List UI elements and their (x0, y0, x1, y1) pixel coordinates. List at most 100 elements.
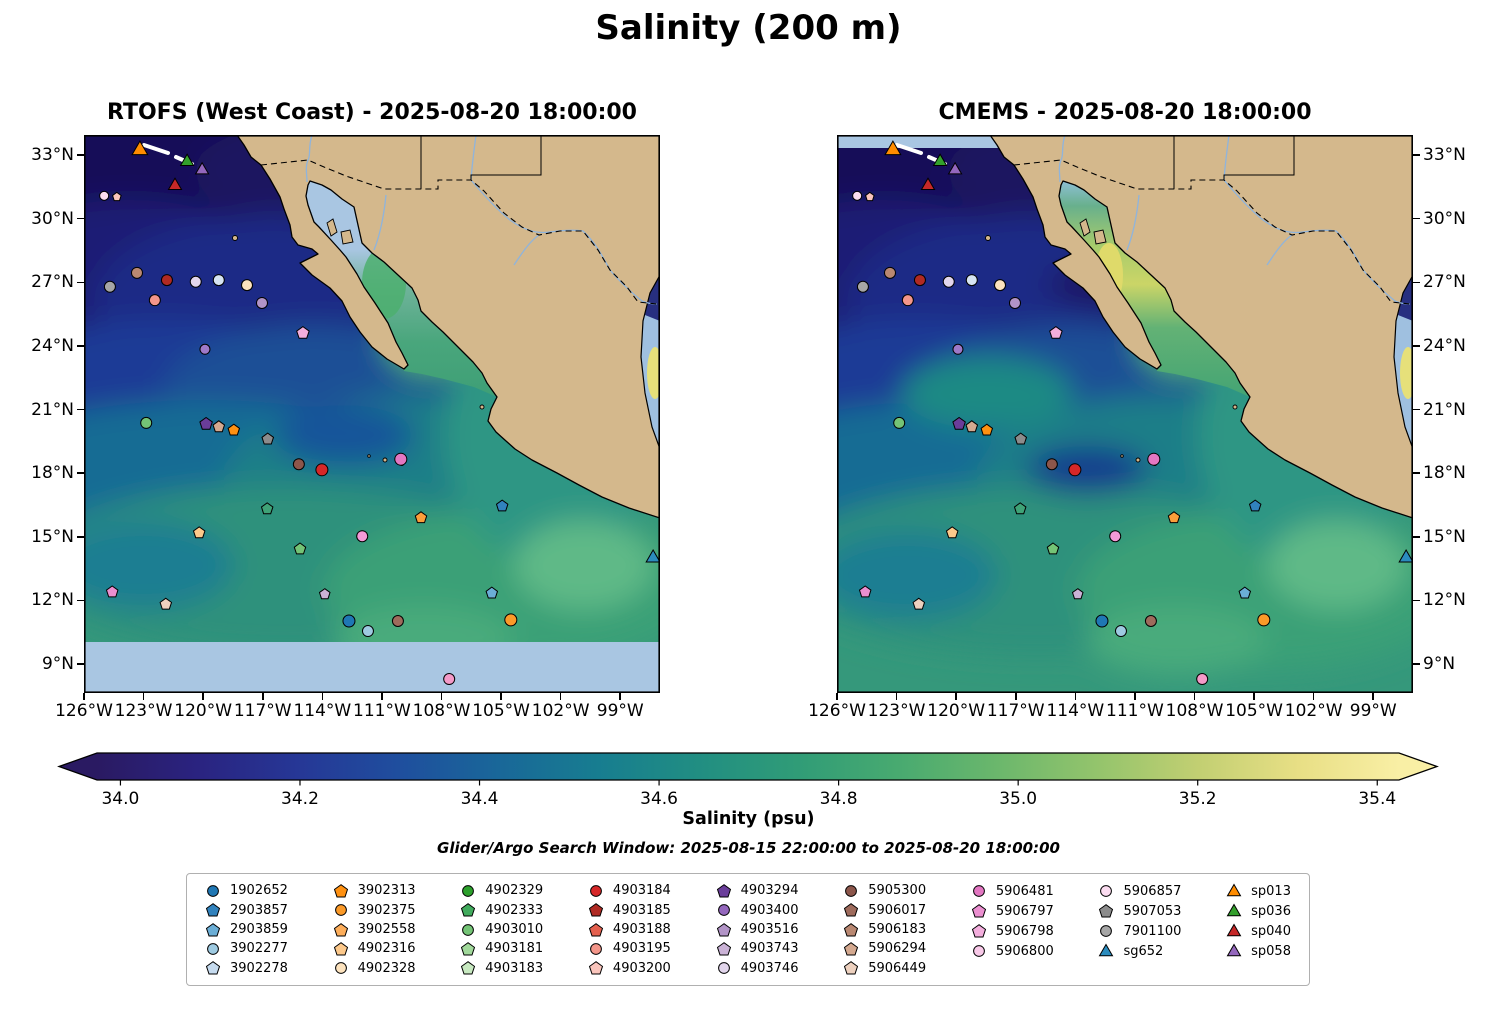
legend-entry-5906800: 5906800 (971, 941, 1054, 961)
tick-mark (619, 693, 622, 700)
legend-entry-label: 5906800 (995, 943, 1054, 959)
legend-entry-label: sp058 (1251, 943, 1291, 959)
legend-column: 5906481 5906797 5906798 5906800 (971, 881, 1054, 978)
float-marker-5906017 (1144, 615, 1157, 628)
float-marker-4903200 (865, 191, 875, 202)
x-tick-label: 123°W (867, 701, 926, 721)
float-marker-3902278 (212, 274, 225, 287)
float-marker-sp036 (932, 153, 948, 166)
pentagon-marker-icon (716, 883, 731, 898)
pentagon-marker-icon (844, 961, 859, 975)
y-tick-label: 9°N (1423, 653, 1456, 674)
float-marker-5906481 (394, 452, 408, 466)
tick-mark (1413, 217, 1420, 220)
legend-entry-label: 5906481 (995, 883, 1054, 899)
y-tick-label: 15°N (1423, 526, 1466, 547)
legend-entry-label: 4902328 (357, 960, 416, 976)
pentagon-marker-icon (333, 942, 348, 956)
float-marker-3902278 (965, 274, 978, 287)
pentagon-marker-icon (461, 903, 476, 917)
tick-mark (77, 217, 84, 220)
y-tick-label: 12°N (1423, 590, 1466, 611)
legend-entry-5906449: 5906449 (843, 959, 926, 978)
float-marker-3902277 (361, 625, 374, 638)
x-tick-label: 111°W (1106, 701, 1164, 721)
float-marker-sp040 (920, 177, 936, 190)
panel-title-rtofs: RTOFS (West Coast) - 2025-08-20 18:00:00 (107, 100, 637, 125)
circle-marker-icon (207, 884, 219, 897)
float-marker-4903294 (199, 416, 213, 430)
x-tick-label: 99°W (596, 701, 644, 721)
float-marker-4903185 (913, 274, 926, 287)
tick-mark (1413, 154, 1420, 156)
circle-marker-icon (590, 943, 602, 955)
float-marker-5907053 (261, 432, 275, 445)
float-marker-4902316 (945, 526, 959, 539)
float-marker-sp058 (194, 161, 210, 175)
float-marker-4903184 (315, 463, 329, 477)
y-tick-label: 18°N (1423, 463, 1466, 484)
legend-column: sp013 sp036 sp040 sp058 (1226, 881, 1291, 978)
y-tick-label: 30°N (1423, 208, 1466, 229)
float-marker-4903743 (318, 588, 331, 600)
legend-entry-label: 5906798 (995, 923, 1054, 939)
legend-entry-label: 4903516 (740, 922, 799, 938)
legend-entry-5906017: 5906017 (843, 900, 926, 919)
float-marker-4903400 (952, 343, 964, 355)
tick-mark (440, 693, 443, 700)
y-tick-label: 27°N (31, 272, 74, 293)
legend-entry-4903181: 4903181 (460, 939, 543, 958)
map-svg-cmems (837, 135, 1413, 693)
legend-entry-5906798: 5906798 (971, 921, 1054, 941)
float-marker-4903400 (199, 343, 211, 355)
float-marker-4902316 (192, 526, 206, 539)
x-tick-label: 108°W (412, 701, 471, 721)
map-panel-rtofs (84, 135, 660, 693)
float-marker-4903010 (140, 416, 153, 429)
legend-entry-4903400: 4903400 (716, 900, 799, 919)
float-marker-4903188 (443, 673, 456, 686)
pentagon-marker-icon (844, 922, 859, 937)
legend-entry-label: 5906183 (868, 922, 927, 938)
legend-entry-4902316: 4902316 (333, 939, 416, 958)
legend-entry-4902329: 4902329 (460, 881, 543, 900)
legend-entry-4903195: 4903195 (588, 939, 671, 958)
colorbar-tick-label: 34.2 (281, 789, 319, 809)
legend-entry-label: 3902313 (357, 883, 416, 899)
float-marker-sp040 (167, 177, 183, 190)
float-marker-sp036 (179, 153, 195, 166)
tick-mark (142, 693, 145, 700)
pentagon-marker-icon (588, 903, 604, 917)
map-panel-cmems (837, 135, 1413, 693)
colorbar-label: Salinity (psu) (682, 809, 815, 829)
float-marker-5906449 (159, 597, 173, 610)
legend-entry-label: 4903183 (485, 960, 544, 976)
legend-entry-sp040: sp040 (1226, 921, 1291, 941)
float-marker-5906800 (356, 530, 369, 543)
tick-mark (1413, 599, 1420, 602)
legend-entry-label: 4903181 (485, 941, 544, 957)
pentagon-marker-icon (333, 922, 348, 937)
legend-entry-label: 4903185 (612, 902, 671, 918)
legend-entry-label: 4903184 (612, 883, 671, 899)
legend-entry-label: 4903400 (740, 902, 799, 918)
legend-entry-label: 3902558 (357, 922, 416, 938)
pentagon-marker-icon (588, 922, 604, 937)
legend-entry-label: 5905300 (868, 883, 927, 899)
circle-marker-icon (972, 945, 985, 957)
legend-entry-label: sp040 (1251, 923, 1291, 939)
legend-entry-4903188: 4903188 (588, 920, 671, 939)
x-tick-label: 117°W (233, 701, 292, 721)
tick-mark (1413, 281, 1420, 284)
x-tick-label: 111°W (353, 701, 411, 721)
legend-entry-5906797: 5906797 (971, 901, 1054, 921)
y-tick-label: 24°N (31, 335, 74, 356)
y-tick-label: 27°N (1423, 272, 1466, 293)
pentagon-marker-icon (971, 904, 986, 918)
float-marker-4903185 (160, 274, 173, 287)
circle-marker-icon (462, 884, 475, 897)
float-marker-5906183 (883, 266, 896, 279)
float-marker-2903857 (1248, 499, 1262, 512)
legend-entry-4902328: 4902328 (333, 959, 416, 978)
legend-entry-4903185: 4903185 (588, 900, 671, 919)
